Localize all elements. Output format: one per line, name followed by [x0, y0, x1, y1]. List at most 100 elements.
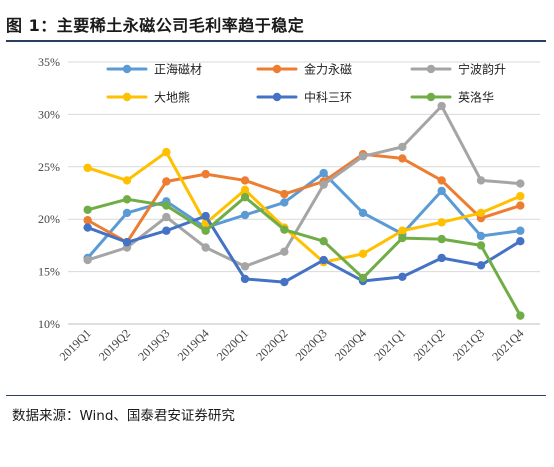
- legend-label: 宁波韵升: [458, 62, 506, 77]
- data-point: [476, 241, 486, 250]
- data-point: [398, 226, 407, 235]
- footer-rule: [6, 395, 546, 396]
- chart-title: 图 1：主要稀土永磁公司毛利率趋于稳定: [6, 16, 305, 35]
- data-point: [240, 192, 250, 202]
- data-point: [476, 231, 486, 241]
- x-tick-label: 2019Q2: [96, 326, 133, 363]
- legend-label: 正海磁材: [154, 62, 202, 77]
- data-point: [398, 272, 407, 282]
- data-point: [240, 262, 250, 271]
- x-tick-label: 2020Q2: [253, 326, 290, 363]
- series-line: [86, 150, 522, 264]
- y-tick-label: 30%: [38, 107, 60, 121]
- data-point: [516, 201, 525, 210]
- data-point: [437, 176, 446, 185]
- legend-swatch-marker: [426, 92, 436, 102]
- data-point: [83, 223, 92, 232]
- data-point: [437, 234, 446, 244]
- legend-swatch-marker: [272, 92, 282, 102]
- data-point: [516, 237, 525, 246]
- source-note: 数据来源：Wind、国泰君安证券研究: [12, 408, 235, 424]
- data-point: [437, 218, 446, 227]
- y-tick-label: 10%: [38, 317, 60, 331]
- data-point: [162, 147, 171, 157]
- data-point: [240, 176, 250, 185]
- legend-swatch-marker: [122, 64, 132, 74]
- x-tick-label: 2021Q4: [489, 326, 526, 363]
- data-point: [122, 195, 132, 204]
- data-point: [398, 154, 407, 163]
- x-tick-label: 2020Q3: [293, 326, 330, 363]
- data-point: [201, 243, 210, 252]
- data-point: [83, 163, 92, 173]
- data-point: [201, 211, 210, 221]
- data-point: [319, 180, 328, 189]
- data-point: [319, 168, 328, 178]
- data-point: [280, 277, 289, 287]
- data-point: [83, 216, 92, 225]
- y-tick-label: 25%: [38, 160, 60, 174]
- data-point: [201, 226, 210, 235]
- data-point: [280, 198, 289, 207]
- data-point: [319, 255, 328, 265]
- data-point: [516, 179, 525, 188]
- legend-swatch-marker: [426, 64, 436, 74]
- x-tick-label: 2019Q1: [57, 326, 94, 363]
- data-point: [162, 212, 171, 222]
- data-point: [122, 208, 132, 218]
- data-point: [122, 238, 132, 247]
- data-point: [240, 274, 250, 284]
- data-point: [280, 247, 289, 256]
- data-point: [358, 152, 368, 161]
- x-tick-label: 2021Q1: [371, 326, 408, 363]
- legend-label: 大地熊: [154, 90, 190, 105]
- data-point: [398, 142, 407, 152]
- legend-swatch-marker: [122, 92, 132, 102]
- legend-swatch-marker: [272, 64, 282, 74]
- legend-label: 中科三环: [304, 90, 352, 105]
- series-line: [86, 104, 522, 268]
- data-point: [516, 226, 525, 235]
- data-point: [240, 185, 250, 195]
- data-point: [358, 208, 368, 218]
- y-tick-label: 15%: [38, 265, 60, 279]
- data-point: [476, 261, 486, 270]
- data-point: [476, 208, 486, 218]
- y-tick-label: 35%: [38, 55, 60, 69]
- data-point: [162, 177, 171, 186]
- title-bar: 图 1：主要稀土永磁公司毛利率趋于稳定: [6, 4, 546, 38]
- y-tick-label: 20%: [38, 212, 60, 226]
- legend-label: 英洛华: [458, 90, 494, 105]
- x-tick-label: 2019Q4: [175, 326, 212, 363]
- data-point: [437, 186, 446, 196]
- series-line: [86, 152, 522, 244]
- data-point: [437, 101, 446, 111]
- data-point: [162, 226, 171, 235]
- x-tick-label: 2021Q2: [411, 326, 448, 363]
- x-tick-label: 2020Q1: [214, 326, 251, 363]
- data-point: [240, 210, 250, 220]
- x-tick-label: 2021Q3: [450, 326, 487, 363]
- data-point: [358, 249, 368, 258]
- data-point: [83, 255, 92, 265]
- data-point: [280, 225, 289, 234]
- data-point: [476, 176, 486, 185]
- data-point: [280, 189, 289, 199]
- line-chart: 10% 15% 20% 25% 30% 35% 2019Q1 2019Q2 2019Q3 2019…: [38, 55, 540, 363]
- data-point: [122, 176, 132, 185]
- x-tick-label: 2020Q4: [332, 326, 369, 363]
- data-point: [201, 169, 210, 179]
- title-rule: [6, 40, 546, 42]
- data-point: [516, 191, 525, 201]
- data-point: [83, 205, 92, 214]
- series-line: [86, 195, 522, 318]
- data-point: [162, 201, 171, 210]
- data-point: [516, 311, 525, 320]
- legend-label: 金力永磁: [304, 62, 352, 77]
- x-tick-label: 2019Q3: [135, 326, 172, 363]
- data-point: [398, 233, 407, 243]
- series-line: [86, 214, 522, 284]
- data-point: [358, 273, 368, 283]
- data-point: [319, 237, 328, 246]
- data-point: [437, 253, 446, 263]
